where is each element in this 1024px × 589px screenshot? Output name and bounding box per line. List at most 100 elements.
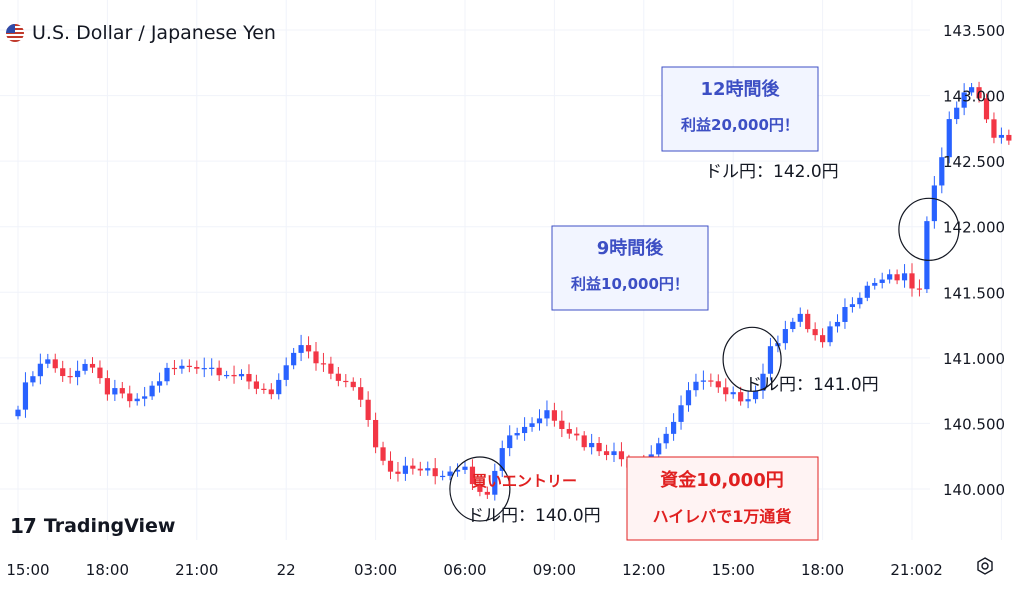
- candle: [67, 367, 73, 384]
- candle: [760, 363, 766, 399]
- time-axis[interactable]: 15:00 18:00 21:00 22 03:00 06:00 09:00 12:00 15:…: [6, 561, 942, 579]
- candle-body: [514, 433, 520, 436]
- candle: [551, 402, 557, 427]
- candle: [156, 372, 163, 393]
- candle: [872, 278, 878, 290]
- candle-body: [194, 367, 200, 369]
- price-axis[interactable]: 143.500 143.000 142.500 142.000 141.500 141.0…: [943, 22, 1005, 499]
- candle: [596, 436, 602, 457]
- entry-label: 買いエントリー: [472, 472, 577, 490]
- candle-body: [887, 274, 893, 280]
- candle-body: [216, 367, 222, 376]
- candle: [365, 391, 371, 427]
- x-tick-label: 09:00: [533, 561, 576, 579]
- candle: [499, 440, 505, 477]
- candle: [373, 412, 379, 454]
- candle-body: [834, 321, 841, 327]
- candle: [134, 393, 140, 406]
- candle-body: [529, 423, 535, 427]
- candle-body: [179, 365, 185, 369]
- candle-body: [238, 373, 245, 377]
- candle: [194, 360, 200, 374]
- candle-body: [134, 398, 140, 402]
- twelve-hours-title: 12時間後: [700, 78, 780, 100]
- candle: [909, 263, 915, 297]
- candle-body: [983, 98, 990, 120]
- candle: [268, 383, 274, 400]
- candle: [976, 81, 982, 103]
- entry-circle-marker: [449, 456, 511, 522]
- candle: [574, 427, 580, 441]
- symbol-title: U.S. Dollar / Japanese Yen: [32, 22, 276, 44]
- annotations: 買いエントリー ドル円：140.0円 9時間後 利益10,000円！ ドル円：1…: [449, 66, 960, 541]
- candle: [715, 374, 721, 393]
- candle: [887, 269, 893, 284]
- candle: [22, 372, 29, 418]
- candle-body: [730, 392, 736, 395]
- candle-body: [931, 185, 937, 222]
- chart-settings-icon[interactable]: [975, 556, 995, 576]
- x-tick-label: 06:00: [443, 561, 486, 579]
- candle: [89, 357, 96, 374]
- candle: [171, 359, 178, 375]
- candle: [507, 425, 513, 457]
- candle: [864, 281, 870, 302]
- candle: [37, 353, 43, 385]
- candle-body: [291, 352, 297, 366]
- nine-hours-profit: 利益10,000円！: [571, 275, 689, 293]
- candle: [45, 353, 51, 369]
- candle-body: [924, 221, 930, 290]
- candle-body: [373, 419, 379, 448]
- candle-body: [395, 471, 401, 474]
- candle-body: [440, 475, 446, 478]
- candle-body: [253, 381, 259, 389]
- tradingview-logo[interactable]: 17 TradingView: [10, 514, 175, 538]
- symbol-header[interactable]: U.S. Dollar / Japanese Yen: [6, 22, 276, 44]
- candle-body: [879, 279, 885, 283]
- candle-body: [268, 389, 274, 395]
- candle-body: [998, 134, 1004, 138]
- candlestick-series: [15, 81, 1012, 501]
- candle-body: [67, 376, 73, 378]
- candle: [104, 370, 110, 401]
- candle-body: [522, 426, 528, 434]
- tradingview-logo-text: TradingView: [43, 515, 176, 537]
- candle: [618, 442, 625, 467]
- candle-body: [149, 385, 155, 397]
- candle: [849, 297, 855, 313]
- twelve-hours-profit: 利益20,000円！: [681, 116, 799, 134]
- candle-body: [738, 392, 744, 402]
- candle: [52, 353, 58, 373]
- candle-body: [596, 443, 602, 452]
- candle-body: [343, 380, 349, 383]
- candle-body: [462, 466, 468, 470]
- candle: [395, 462, 401, 482]
- candle-body: [767, 346, 774, 374]
- candle-body: [671, 421, 677, 434]
- candle-body: [618, 451, 625, 460]
- candle-body: [447, 471, 453, 476]
- candle: [127, 385, 133, 408]
- candle: [961, 83, 967, 116]
- candle-body: [544, 410, 550, 419]
- candle: [82, 359, 88, 375]
- candle: [149, 381, 155, 400]
- twelve-hours-circle-marker: [898, 197, 960, 261]
- candle: [276, 373, 282, 400]
- candle-body: [201, 368, 207, 370]
- x-tick-label: 21:00: [890, 561, 933, 579]
- candle: [991, 112, 997, 144]
- candle-body: [872, 282, 878, 286]
- candle-body: [492, 470, 498, 495]
- candle: [529, 417, 535, 432]
- candle: [723, 378, 729, 402]
- candle-body: [820, 335, 826, 343]
- candle: [536, 409, 543, 431]
- candle: [879, 272, 885, 289]
- capital-leverage: ハイレバで1万通貨: [653, 507, 792, 526]
- candle: [186, 359, 192, 373]
- candle-body: [969, 87, 975, 93]
- candle-body: [901, 273, 908, 281]
- candle: [447, 466, 453, 481]
